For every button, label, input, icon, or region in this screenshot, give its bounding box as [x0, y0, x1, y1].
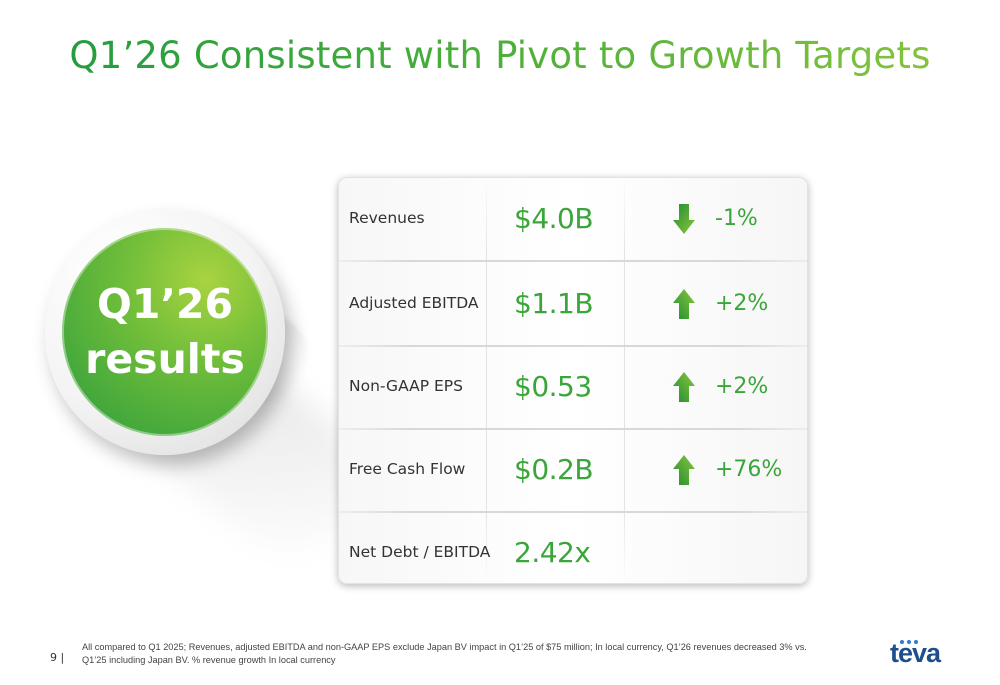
teva-logo: teva — [890, 638, 943, 668]
column-divider — [624, 177, 625, 584]
metric-change: -1% — [673, 177, 758, 260]
metric-change: +2% — [673, 345, 768, 428]
metric-label: Free Cash Flow — [349, 460, 466, 478]
change-percent: +2% — [715, 291, 769, 316]
metric-label: Revenues — [349, 209, 425, 227]
metric-label: Non-GAAP EPS — [349, 377, 463, 395]
table-row: Non-GAAP EPS $0.53 +2% — [338, 345, 808, 428]
metric-value: $1.1B — [514, 287, 594, 320]
table-row: Free Cash Flow $0.2B +76% — [338, 428, 808, 511]
badge-line-2: results — [85, 335, 245, 383]
slide-title: Q1’26 Consistent with Pivot to Growth Ta… — [0, 34, 1000, 77]
row-divider — [338, 428, 808, 430]
metric-label: Adjusted EBITDA — [349, 294, 479, 312]
metric-change: +2% — [673, 262, 768, 345]
table-row: Revenues $4.0B -1% — [338, 177, 808, 260]
table-row: Net Debt / EBITDA 2.42x — [338, 511, 808, 594]
arrow-up-icon — [673, 371, 695, 402]
metric-value: $0.2B — [514, 453, 594, 486]
change-percent: -1% — [715, 206, 758, 231]
metrics-table: Revenues $4.0B -1% Adjusted EBITDA $1.1B… — [338, 177, 808, 584]
badge-line-1: Q1’26 — [96, 279, 233, 328]
footnote: All compared to Q1 2025; Revenues, adjus… — [82, 642, 807, 665]
table-row: Adjusted EBITDA $1.1B +2% — [338, 262, 808, 345]
metric-value: $0.53 — [514, 370, 592, 403]
metric-change: +76% — [673, 428, 782, 511]
arrow-up-icon — [673, 288, 695, 319]
results-badge: Q1’26 results — [62, 228, 268, 436]
page-number: 9 | — [50, 651, 65, 664]
arrow-up-icon — [673, 454, 695, 485]
row-divider — [338, 260, 808, 262]
row-divider — [338, 511, 808, 513]
change-percent: +2% — [715, 374, 769, 399]
column-divider — [486, 177, 487, 584]
metric-value: 2.42x — [514, 536, 591, 569]
change-percent: +76% — [715, 457, 783, 482]
arrow-down-icon — [673, 203, 695, 234]
row-divider — [338, 345, 808, 347]
metric-label: Net Debt / EBITDA — [349, 543, 491, 561]
metric-value: $4.0B — [514, 202, 594, 235]
